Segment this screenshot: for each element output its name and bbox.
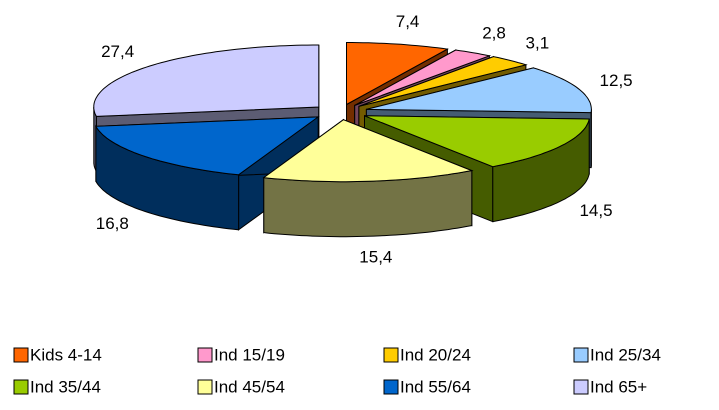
legend-label: Ind 20/24 xyxy=(400,345,471,364)
slice-top xyxy=(346,42,449,106)
legend-swatch xyxy=(13,379,29,395)
legend-label: Ind 55/64 xyxy=(400,377,471,396)
data-label: 27,4 xyxy=(101,42,134,61)
data-label: 2,8 xyxy=(482,23,506,42)
legend-swatch xyxy=(573,379,589,395)
legend-swatch xyxy=(197,379,213,395)
data-label: 7,4 xyxy=(396,12,420,31)
legend-swatch xyxy=(197,347,213,363)
slice xyxy=(262,118,474,238)
data-label: 15,4 xyxy=(359,248,392,267)
slice-top xyxy=(95,116,320,176)
data-label: 14,5 xyxy=(579,201,612,220)
legend-swatch xyxy=(383,379,399,395)
slice-top xyxy=(354,49,492,106)
data-label: 16,8 xyxy=(96,214,129,233)
legend-label: Ind 15/19 xyxy=(214,345,285,364)
slice-top xyxy=(93,44,320,117)
legend-label: Ind 65+ xyxy=(590,377,647,396)
legend-label: Ind 45/54 xyxy=(214,377,285,396)
legend-label: Ind 25/34 xyxy=(590,345,661,364)
legend-label: Ind 35/44 xyxy=(30,377,101,396)
slice-top xyxy=(364,115,590,168)
legend-label: Kids 4-14 xyxy=(30,345,102,364)
slice-top xyxy=(262,119,474,183)
legend-swatch xyxy=(573,347,589,363)
slice-top xyxy=(358,56,528,107)
slice-top xyxy=(366,67,592,114)
data-label: 3,1 xyxy=(526,34,550,53)
legend-swatch xyxy=(383,347,399,363)
legend-swatch xyxy=(13,347,29,363)
data-label: 12,5 xyxy=(600,71,633,90)
